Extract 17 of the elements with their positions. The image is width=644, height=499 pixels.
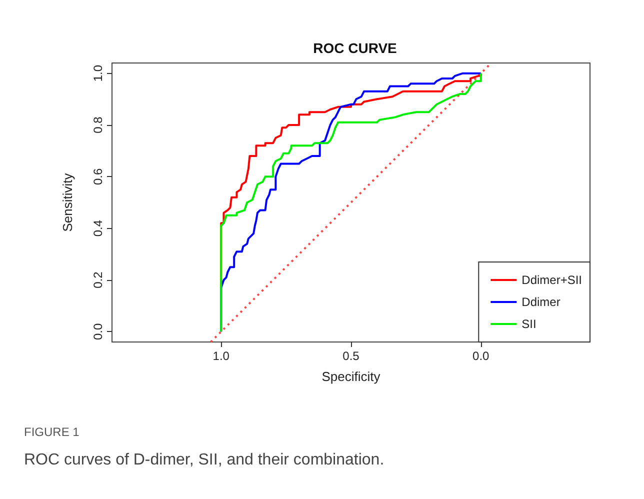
text: ROC curves of D-dimer, SII, and their combination. [24,452,384,468]
y-tick-label: 0.6 [91,168,105,186]
y-tick-label: 1.0 [91,64,105,82]
legend-label: Ddimer+SII [522,273,582,287]
chart-title: ROC CURVE [313,40,397,56]
legend-label: SII [522,317,536,331]
x-tick-label: 1.0 [212,349,230,363]
caption: FIGURE 1 [24,425,80,439]
y-axis-title: Sensitivity [60,172,75,232]
x-tick-label: 0.5 [342,349,360,363]
y-tick-label: 0.2 [91,271,105,288]
y-tick-label: 0.0 [91,323,105,340]
x-tick-label: 0.0 [472,349,490,363]
y-tick-label: 0.4 [91,220,105,237]
legend-label: Ddimer [522,295,560,309]
x-axis-title: Specificity [322,369,381,384]
y-tick-label: 0.8 [91,116,105,134]
